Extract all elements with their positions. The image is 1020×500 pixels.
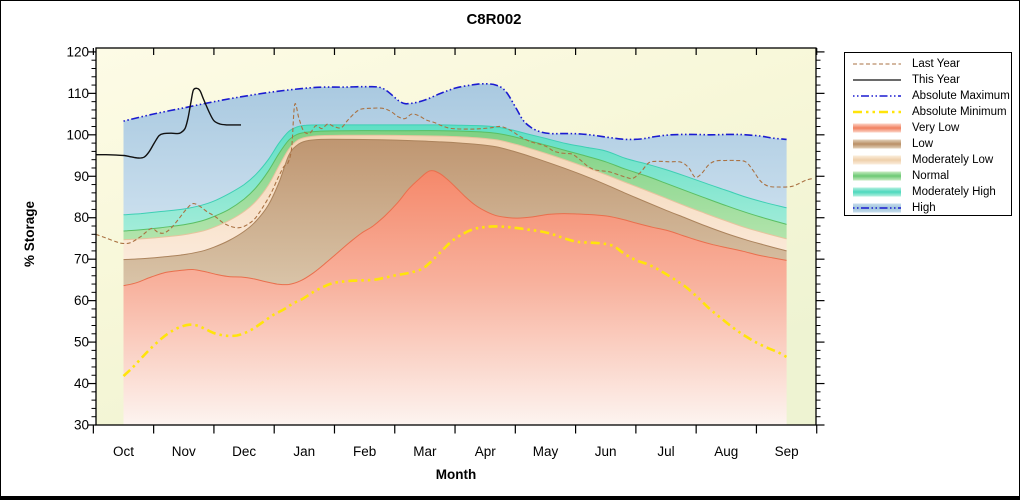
legend-label: Moderately Low: [912, 154, 994, 166]
legend-line-sample: [853, 63, 901, 65]
plot-contents: [96, 48, 816, 425]
legend-item-very-low: Very Low: [851, 120, 1011, 136]
legend-label: Moderately High: [912, 186, 996, 198]
chart-title: C8R002: [466, 11, 522, 28]
line-last-year: [96, 103, 814, 245]
x-tick-label: Aug: [714, 444, 738, 459]
edge-normal: [123, 130, 787, 232]
legend-label: Normal: [912, 170, 950, 182]
y-axis-title: % Storage: [22, 200, 37, 268]
legend-item-low: Low: [851, 136, 1011, 152]
y-tick-label: 120: [66, 44, 89, 59]
legend-item-last-year: Last Year: [851, 56, 1011, 72]
x-tick-label: Apr: [475, 444, 497, 459]
legend-label: Absolute Maximum: [912, 90, 1010, 102]
band-moderately-low: [123, 135, 787, 260]
edge-very-low: [123, 170, 787, 287]
legend-label: Last Year: [912, 58, 960, 70]
legend-item-absolute-minimum: Absolute Minimum: [851, 104, 1011, 120]
edge-moderately-low: [123, 134, 787, 241]
x-tick-label: Jun: [595, 444, 617, 459]
y-tick-label: 90: [74, 169, 89, 184]
legend-line-sample: [853, 95, 901, 97]
y-tick-label: 30: [74, 418, 89, 433]
x-tick-label: Mar: [413, 444, 437, 459]
legend-item-moderately-high: Moderately High: [851, 184, 1011, 200]
legend-band-sample: [853, 123, 901, 133]
legend-item-absolute-maximum: Absolute Maximum: [851, 88, 1011, 104]
legend-item-normal: Normal: [851, 168, 1011, 184]
legend-label: Low: [912, 138, 934, 150]
x-tick-label: Jan: [293, 444, 315, 459]
band-high: [123, 83, 787, 215]
legend-item-moderately-low: Moderately Low: [851, 152, 1011, 168]
line-absolute-maximum: [123, 82, 787, 141]
x-tick-label: Feb: [353, 444, 376, 459]
band-very-low: [123, 170, 787, 425]
x-tick-label: Jul: [657, 444, 674, 459]
x-tick-label: May: [533, 444, 559, 459]
edge-low: [123, 138, 787, 261]
y-tick-label: 110: [67, 86, 89, 101]
legend-label: Absolute Minimum: [912, 106, 1007, 118]
y-tick-label: 40: [74, 376, 89, 391]
legend-item-this-year: This Year: [851, 72, 1011, 88]
legend-band-sample: [853, 139, 901, 149]
line-absolute-minimum: [122, 225, 788, 378]
legend-label: High: [912, 202, 936, 214]
legend-band-sample: [853, 203, 901, 213]
line-this-year: [96, 87, 241, 159]
y-tick-label: 70: [74, 252, 89, 267]
legend-band-sample: [853, 171, 901, 181]
y-tick-label: 60: [74, 293, 89, 308]
legend-line-sample: [853, 110, 901, 114]
y-tick-label: 80: [74, 210, 89, 225]
band-moderately-high: [123, 124, 787, 231]
x-tick-label: Sep: [775, 444, 799, 459]
legend-band-sample: [853, 187, 901, 197]
legend-item-high: High: [851, 200, 1011, 216]
legend-box: Last Year This Year Absolute Maximum Abs…: [844, 52, 1012, 216]
x-tick-label: Dec: [232, 444, 256, 459]
x-tick-label: Nov: [172, 444, 196, 459]
y-tick-label: 100: [66, 127, 89, 142]
legend-line-sample: [853, 79, 901, 81]
y-tick-label: 50: [74, 335, 89, 350]
x-axis-title: Month: [435, 467, 477, 482]
legend-band-sample: [853, 155, 901, 165]
legend-label: This Year: [912, 74, 960, 86]
band-low: [123, 139, 787, 286]
legend-label: Very Low: [912, 122, 960, 134]
x-tick-label: Oct: [113, 444, 134, 459]
band-normal: [123, 130, 787, 240]
plot-frame: [95, 47, 817, 426]
